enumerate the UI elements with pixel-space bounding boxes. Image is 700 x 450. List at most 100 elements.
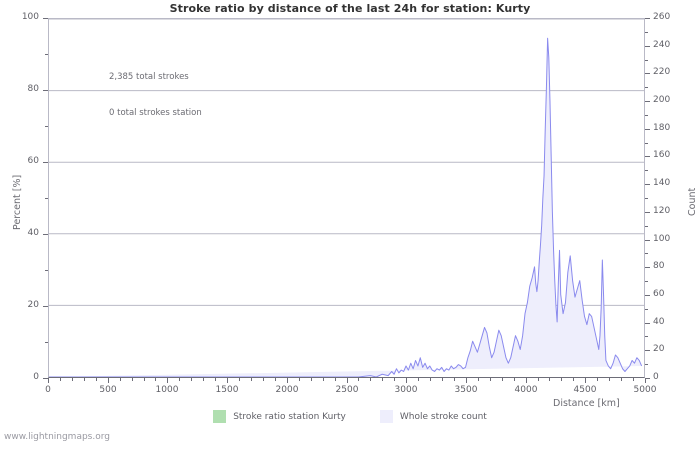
y-tick-right: [645, 73, 650, 74]
y-tick-left: [45, 198, 48, 199]
y-tick-label-left: 20: [27, 300, 39, 310]
x-tick-label: 500: [99, 385, 117, 395]
x-tick: [597, 378, 598, 381]
x-tick: [215, 378, 216, 381]
x-tick: [203, 378, 204, 381]
y-tick-label-right: 120: [653, 206, 671, 216]
y-tick-right: [645, 253, 648, 254]
y-tick-right: [645, 198, 648, 199]
x-tick: [96, 378, 97, 381]
y-tick-left: [43, 18, 48, 19]
y-tick-right: [645, 336, 648, 337]
x-tick-label: 3000: [394, 385, 418, 395]
x-tick: [585, 378, 586, 383]
x-tick: [167, 378, 168, 383]
x-tick: [454, 378, 455, 381]
x-tick-label: 5000: [633, 385, 657, 395]
y-tick-left: [43, 162, 48, 163]
y-tick-label-right: 200: [653, 95, 671, 105]
y-tick-label-right: 60: [653, 289, 665, 299]
x-tick: [335, 378, 336, 381]
y-tick-right: [645, 323, 650, 324]
x-axis-title: Distance [km]: [553, 398, 620, 409]
y-tick-left: [43, 234, 48, 235]
x-tick: [370, 378, 371, 381]
x-tick: [108, 378, 109, 383]
y-tick-label-right: 140: [653, 178, 671, 188]
y-tick-label-left: 0: [33, 372, 39, 382]
x-tick: [633, 378, 634, 381]
legend-entry[interactable]: Stroke ratio station Kurty: [213, 410, 346, 423]
x-tick: [179, 378, 180, 381]
x-tick: [60, 378, 61, 381]
plot-area: 2,385 total strokes 0 total strokes stat…: [48, 18, 645, 378]
series-layer: [49, 38, 642, 377]
x-tick: [155, 378, 156, 381]
y-tick-right: [645, 87, 648, 88]
y-tick-right: [645, 129, 650, 130]
x-tick-label: 0: [45, 385, 51, 395]
y-tick-right: [645, 309, 648, 310]
footer-website-link[interactable]: www.lightningmaps.org: [4, 432, 110, 442]
y-tick-left: [45, 126, 48, 127]
y-tick-label-right: 20: [653, 344, 665, 354]
x-tick: [418, 378, 419, 381]
legend-label: Whole stroke count: [399, 411, 487, 422]
x-tick: [394, 378, 395, 381]
x-tick: [132, 378, 133, 381]
x-tick: [502, 378, 503, 381]
legend-label: Stroke ratio station Kurty: [233, 411, 346, 422]
y-tick-label-right: 40: [653, 317, 665, 327]
annotation-station-strokes: 0 total strokes station: [109, 108, 202, 118]
legend-swatch: [213, 410, 227, 423]
x-tick: [514, 378, 515, 381]
x-tick-label: 1000: [155, 385, 179, 395]
y-tick-right: [645, 60, 648, 61]
x-tick: [538, 378, 539, 381]
y-tick-right: [645, 46, 650, 47]
x-tick: [120, 378, 121, 381]
y-tick-label-right: 80: [653, 261, 665, 271]
y-tick-right: [645, 267, 650, 268]
y-axis-title-left: Percent [%]: [12, 174, 23, 230]
x-tick: [430, 378, 431, 381]
x-tick: [442, 378, 443, 381]
chart-legend: Stroke ratio station Kurty Whole stroke c…: [0, 410, 700, 423]
x-tick-label: 4500: [573, 385, 597, 395]
annotation-total-strokes: 2,385 total strokes: [109, 72, 189, 82]
x-tick-label: 2000: [275, 385, 299, 395]
y-tick-label-right: 180: [653, 123, 671, 133]
x-tick: [621, 378, 622, 381]
x-tick: [239, 378, 240, 381]
y-tick-label-left: 80: [27, 84, 39, 94]
y-tick-label-left: 40: [27, 228, 39, 238]
y-tick-label-left: 60: [27, 156, 39, 166]
x-tick: [299, 378, 300, 381]
x-tick: [287, 378, 288, 383]
y-tick-left: [45, 54, 48, 55]
x-tick: [549, 378, 550, 381]
x-tick: [382, 378, 383, 381]
y-tick-right: [645, 364, 648, 365]
legend-entry[interactable]: Whole stroke count: [379, 410, 487, 423]
y-tick-right: [645, 378, 650, 379]
x-tick: [144, 378, 145, 381]
x-tick: [263, 378, 264, 381]
y-tick-right: [645, 115, 648, 116]
x-tick: [406, 378, 407, 383]
y-tick-label-right: 220: [653, 67, 671, 77]
series-line-whole-stroke-count: [49, 38, 642, 377]
chart-title: Stroke ratio by distance of the last 24h…: [169, 2, 531, 15]
y-tick-right: [645, 184, 650, 185]
x-tick: [478, 378, 479, 381]
y-tick-right: [645, 295, 650, 296]
y-tick-right: [645, 18, 650, 19]
y-tick-label-right: 0: [653, 372, 659, 382]
y-tick-right: [645, 101, 650, 102]
plot-annotation: 2,385 total strokes 0 total strokes stat…: [109, 47, 202, 143]
x-tick: [48, 378, 49, 383]
x-tick: [490, 378, 491, 381]
x-tick: [323, 378, 324, 381]
x-tick: [227, 378, 228, 383]
x-tick: [347, 378, 348, 383]
